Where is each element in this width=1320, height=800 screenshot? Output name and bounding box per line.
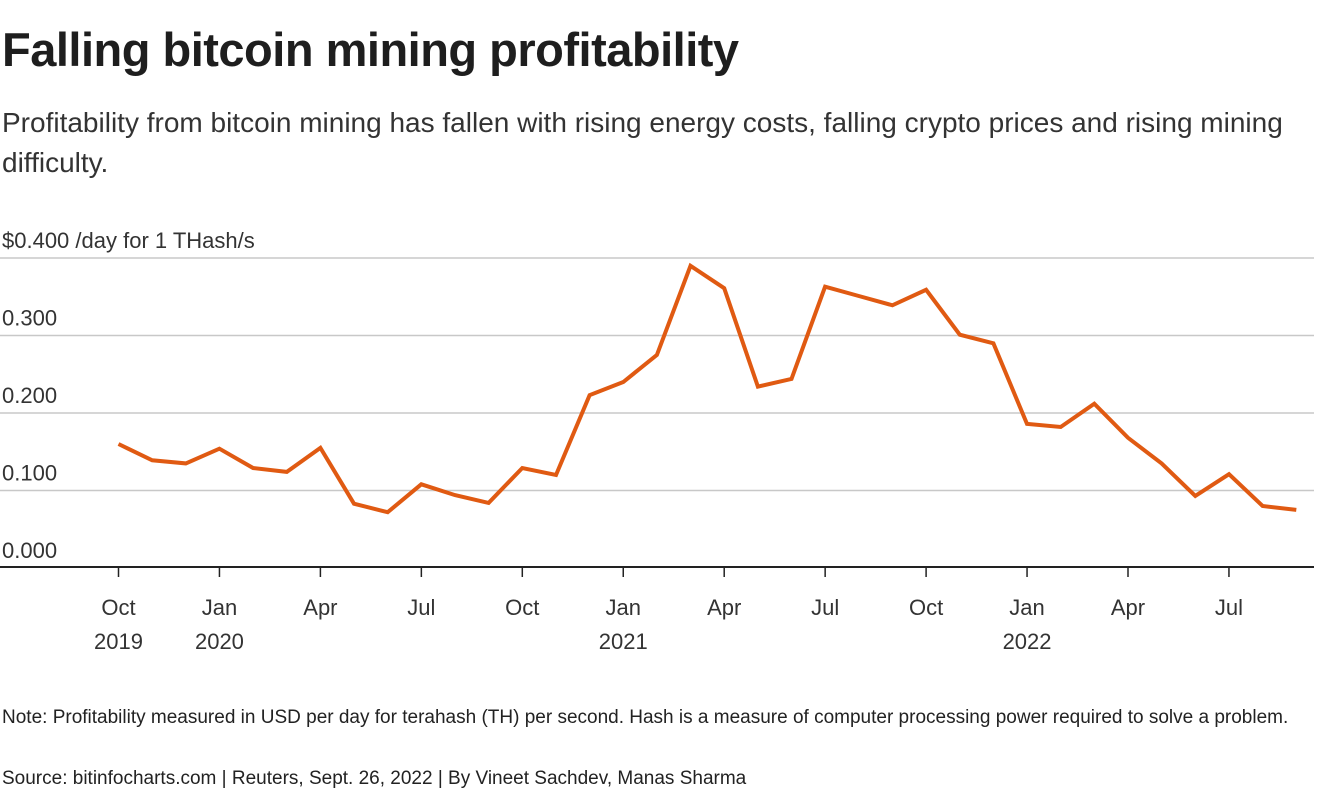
x-axis: Oct 2019 Jan 2020 Apr Jul Oct Jan 2021 Apr Jul Oct J… (94, 568, 1243, 654)
x-tick-label: Jul (1215, 595, 1243, 620)
x-tick-year-label: 2021 (599, 629, 648, 654)
x-tick-year-label: 2020 (195, 629, 244, 654)
x-tick-label: Oct (101, 595, 135, 620)
x-tick-label: Apr (707, 595, 741, 620)
x-tick-label: Jul (407, 595, 435, 620)
y-tick-label: 0.100 (2, 461, 57, 486)
series (117, 262, 1297, 515)
x-tick-label: Oct (909, 595, 943, 620)
y-axis-labels: $0.400 /day for 1 THash/s 0.300 0.200 0.100… (2, 228, 255, 563)
x-tick-label: Oct (505, 595, 539, 620)
x-tick-label: Jan (1009, 595, 1044, 620)
x-tick-label: Jan (202, 595, 237, 620)
y-tick-label: 0.200 (2, 383, 57, 408)
x-tick-label: Apr (1111, 595, 1145, 620)
line-chart: $0.400 /day for 1 THash/s 0.300 0.200 0.100… (0, 228, 1314, 654)
chart-subtitle: Profitability from bitcoin mining has fa… (2, 107, 1283, 178)
series-line (117, 262, 1297, 515)
chart-title: Falling bitcoin mining profitability (2, 23, 739, 76)
x-tick-label: Jul (811, 595, 839, 620)
x-tick-year-label: 2022 (1003, 629, 1052, 654)
chart-note: Note: Profitability measured in USD per … (2, 707, 1289, 728)
gridlines (0, 257, 1314, 492)
y-tick-label: 0.300 (2, 306, 57, 331)
x-tick-year-label: 2019 (94, 629, 143, 654)
y-tick-label: 0.000 (2, 538, 57, 563)
x-tick-label: Jan (606, 595, 641, 620)
chart-source: Source: bitinfocharts.com | Reuters, Sep… (2, 768, 747, 789)
y-tick-label: $0.400 /day for 1 THash/s (2, 228, 255, 253)
x-tick-label: Apr (303, 595, 337, 620)
